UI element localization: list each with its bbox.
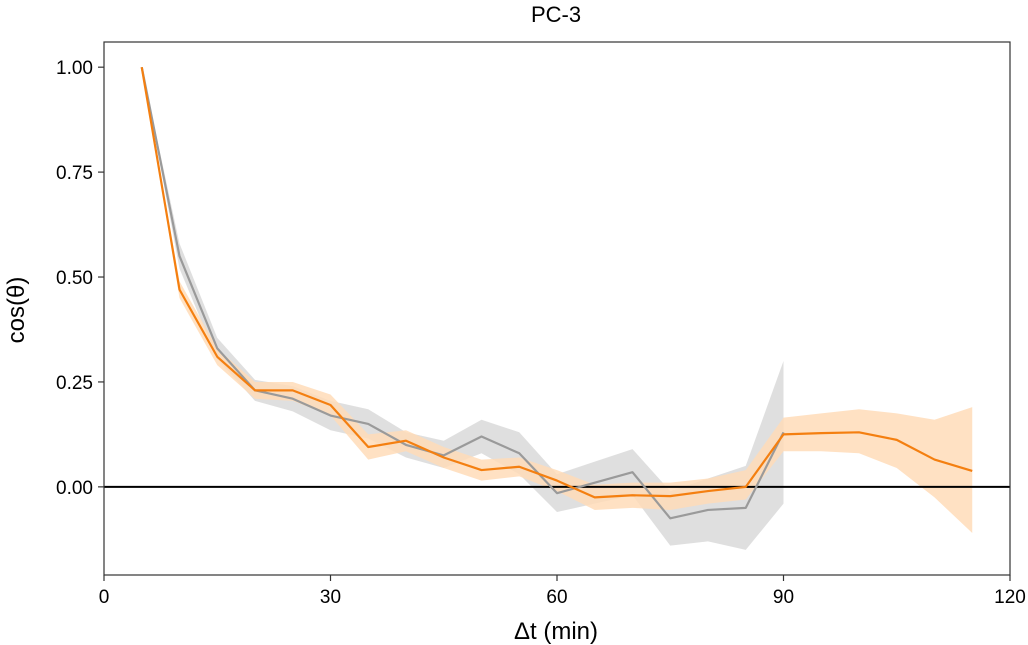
confidence-band-2 (141, 67, 973, 534)
y-tick-label: 0.25 (56, 373, 93, 394)
x-tick-label: 30 (320, 587, 341, 608)
series-lines (140, 66, 973, 520)
x-tick-label: 120 (994, 587, 1026, 608)
series-line-2 (140, 66, 973, 499)
x-axis: 0 30 60 90 120 (99, 575, 1026, 608)
x-tick-label: 60 (546, 587, 567, 608)
chart-title: PC-3 (531, 2, 581, 27)
y-tick-label: 0.50 (56, 268, 93, 289)
y-axis: 0.00 0.25 0.50 0.75 1.00 (56, 58, 104, 499)
y-tick-label: 1.00 (56, 58, 93, 79)
y-tick-label: 0.75 (56, 163, 93, 184)
confidence-band-1 (141, 67, 784, 550)
x-tick-label: 0 (99, 587, 110, 608)
x-axis-title: Δt (min) (514, 618, 598, 645)
y-tick-label: 0.00 (56, 478, 93, 499)
x-tick-label: 90 (773, 587, 794, 608)
confidence-bands (141, 67, 973, 550)
y-axis-title: cos(θ) (3, 277, 30, 344)
